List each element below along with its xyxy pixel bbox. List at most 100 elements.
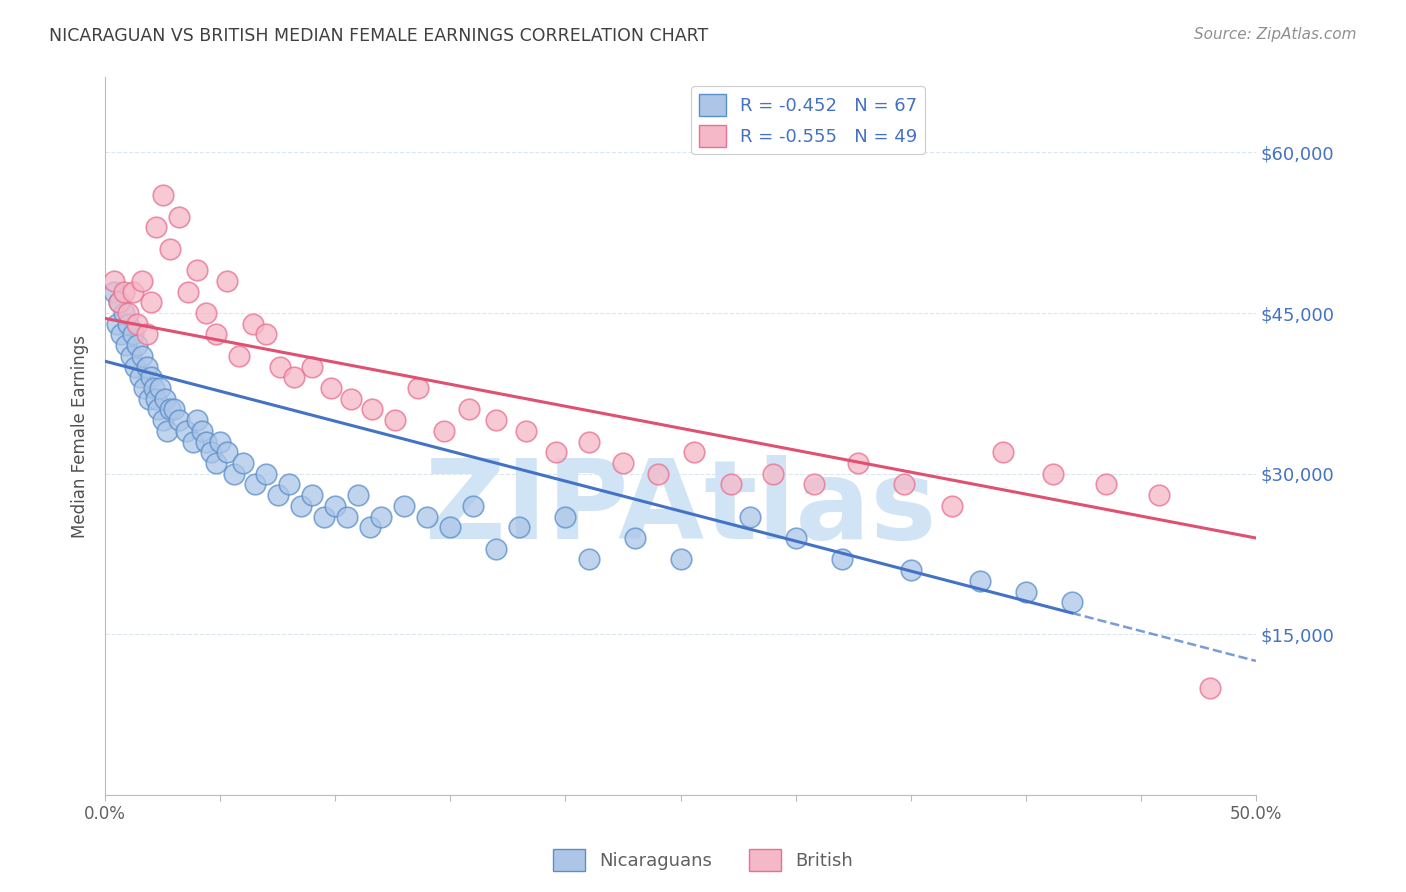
Point [762,467,785,481]
Point [108,295,131,310]
Point [135,327,157,342]
Point [846,456,869,470]
Point [177,285,200,299]
Point [554,509,576,524]
Point [186,263,208,277]
Point [669,552,692,566]
Point [217,445,239,459]
Point [485,541,508,556]
Point [142,381,165,395]
Point [145,220,167,235]
Point [347,488,370,502]
Point [336,509,359,524]
Legend: Nicaraguans, British: Nicaraguans, British [546,842,860,879]
Point [124,359,146,374]
Point [941,499,963,513]
Point [145,392,167,406]
Point [578,434,600,449]
Point [831,552,853,566]
Point [439,520,461,534]
Point [283,370,305,384]
Point [267,488,290,502]
Point [1199,681,1222,695]
Point [121,327,143,342]
Point [209,434,232,449]
Point [131,349,153,363]
Point [301,488,323,502]
Point [138,392,160,406]
Point [463,499,485,513]
Point [204,456,226,470]
Point [457,402,479,417]
Point [110,327,132,342]
Point [278,477,301,491]
Point [361,402,384,417]
Point [131,274,153,288]
Point [167,210,190,224]
Point [301,359,323,374]
Point [1015,584,1038,599]
Point [243,477,266,491]
Point [156,424,179,438]
Point [340,392,363,406]
Point [127,317,149,331]
Point [269,359,291,374]
Point [115,338,138,352]
Point [893,477,915,491]
Point [900,563,922,577]
Point [359,520,381,534]
Point [112,285,135,299]
Point [153,392,176,406]
Point [1147,488,1170,502]
Point [394,499,416,513]
Point [186,413,208,427]
Point [103,274,125,288]
Point [508,520,530,534]
Point [254,327,277,342]
Point [152,188,174,202]
Point [683,445,706,459]
Point [195,434,218,449]
Point [163,402,186,417]
Point [325,499,347,513]
Point [191,424,214,438]
Point [146,402,169,417]
Point [112,306,135,320]
Legend: R = -0.452   N = 67, R = -0.555   N = 49: R = -0.452 N = 67, R = -0.555 N = 49 [692,87,925,154]
Point [121,285,143,299]
Point [232,456,254,470]
Point [319,381,342,395]
Point [720,477,742,491]
Point [991,445,1014,459]
Point [135,359,157,374]
Point [141,295,163,310]
Point [181,434,204,449]
Point [134,381,156,395]
Point [290,499,312,513]
Point [103,285,125,299]
Point [432,424,454,438]
Point [578,552,600,566]
Point [623,531,645,545]
Point [117,317,139,331]
Point [149,381,172,395]
Point [228,349,250,363]
Point [174,424,197,438]
Point [127,338,149,352]
Point [222,467,245,481]
Point [105,317,128,331]
Point [152,413,174,427]
Point [647,467,669,481]
Point [384,413,406,427]
Point [120,349,142,363]
Point [969,574,991,588]
Text: ZIPAtlas: ZIPAtlas [425,455,936,562]
Point [108,295,131,310]
Point [217,274,239,288]
Point [141,370,163,384]
Point [167,413,190,427]
Point [406,381,429,395]
Point [159,402,181,417]
Point [785,531,807,545]
Point [312,509,335,524]
